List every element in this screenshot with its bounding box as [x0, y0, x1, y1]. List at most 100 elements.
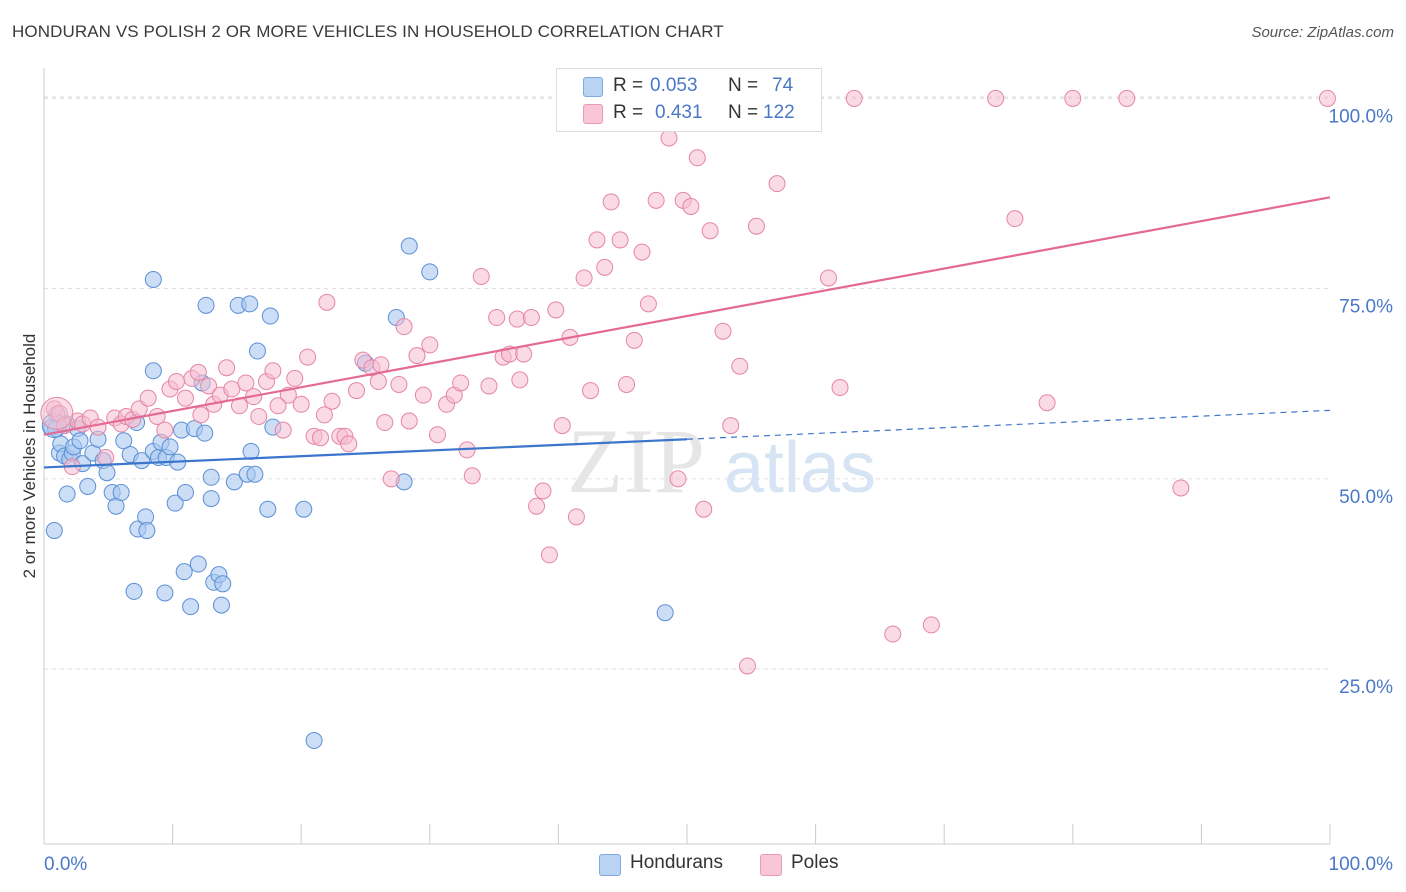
pole-point	[237, 374, 255, 392]
pole-point	[522, 309, 540, 327]
pole-point	[1038, 394, 1056, 412]
pole-point	[315, 406, 333, 424]
y-tick-label: 50.0%	[1339, 487, 1393, 508]
pole-point	[97, 449, 115, 467]
pole-point	[376, 414, 394, 432]
pole-point	[508, 310, 526, 328]
honduran-point	[112, 484, 130, 502]
honduran-point	[202, 490, 220, 508]
honduran-point	[144, 362, 162, 380]
y-tick-label: 100.0%	[1329, 106, 1394, 127]
pole-points	[40, 89, 1336, 675]
pole-point	[922, 616, 940, 634]
honduran-point	[176, 484, 194, 502]
honduran-trend-extension	[686, 409, 1331, 440]
honduran-point	[421, 263, 439, 281]
honduran-legend-swatch	[599, 854, 621, 876]
pole-point	[596, 258, 614, 276]
pole-point	[1318, 89, 1336, 107]
pole-point	[747, 217, 765, 235]
pole-point	[987, 89, 1005, 107]
honduran-point	[241, 295, 259, 313]
x-tick-label-max: 100.0%	[1329, 854, 1394, 875]
pole-point	[488, 309, 506, 327]
stats-legend: R = 0.053 N = 74 R = 0.431 N = 122	[556, 68, 822, 132]
pole-point	[688, 149, 706, 167]
pole-point	[323, 392, 341, 410]
pole-point	[695, 500, 713, 518]
honduran-point	[161, 438, 179, 456]
pole-point	[714, 322, 732, 340]
pole-point	[218, 359, 236, 377]
x-tick-label-min: 0.0%	[44, 854, 87, 875]
pole-point	[547, 301, 565, 319]
pole-point	[553, 417, 571, 435]
pole-point-cluster	[40, 396, 74, 430]
pole-point	[682, 197, 700, 215]
legend-r-value: 0.431	[655, 102, 703, 123]
honduran-trend-line	[43, 438, 688, 469]
legend-n-label: N =	[728, 75, 759, 96]
pole-point	[1118, 89, 1136, 107]
pole-point	[1006, 210, 1024, 228]
honduran-point	[71, 432, 89, 450]
pole-point	[89, 418, 107, 436]
watermark-zip: ZIP	[567, 410, 705, 512]
pole-point	[669, 470, 687, 488]
y-axis-label: 2 or more Vehicles in Household	[20, 333, 39, 579]
honduran-swatch	[583, 77, 603, 97]
pole-point	[347, 382, 365, 400]
pole-point	[269, 397, 287, 415]
pole-point	[395, 318, 413, 336]
pole-point	[831, 379, 849, 397]
pole-swatch	[583, 104, 603, 124]
honduran-point	[259, 500, 277, 518]
legend-r-label: R =	[613, 102, 644, 123]
pole-point	[472, 267, 490, 285]
pole-point	[611, 231, 629, 249]
source-credit: Source: ZipAtlas.com	[1251, 24, 1394, 41]
honduran-point	[197, 296, 215, 314]
pole-point	[223, 380, 241, 398]
honduran-point	[166, 494, 184, 512]
honduran-point	[305, 732, 323, 750]
legend-hondurans-label: Hondurans	[630, 852, 723, 873]
chart-title: HONDURAN VS POLISH 2 OR MORE VEHICLES IN…	[12, 22, 724, 41]
honduran-point	[202, 468, 220, 486]
tick-labels: 25.0% 50.0% 75.0% 100.0% 0.0% 100.0%	[44, 106, 1393, 875]
honduran-point	[248, 342, 266, 360]
pole-point	[382, 470, 400, 488]
honduran-point	[58, 485, 76, 503]
honduran-point	[138, 522, 156, 540]
pole-point	[167, 372, 185, 390]
honduran-point	[295, 500, 313, 518]
pole-point	[139, 389, 157, 407]
pole-point	[647, 191, 665, 209]
pole-point	[200, 377, 218, 395]
pole-point	[369, 372, 387, 390]
honduran-point	[225, 473, 243, 491]
honduran-point	[214, 575, 232, 593]
pole-point	[722, 417, 740, 435]
honduran-point	[144, 270, 162, 288]
pole-point	[250, 407, 268, 425]
axes	[43, 68, 1331, 845]
pole-point	[286, 369, 304, 387]
honduran-point	[182, 598, 200, 616]
pole-point	[156, 421, 174, 439]
legend-r-label: R =	[613, 75, 644, 96]
pole-point	[421, 336, 439, 354]
pole-point	[582, 382, 600, 400]
pole-point	[390, 375, 408, 393]
pole-point	[738, 657, 756, 675]
honduran-point	[156, 584, 174, 602]
pole-point	[192, 406, 210, 424]
pole-point	[274, 421, 292, 439]
pole-point	[819, 269, 837, 287]
pole-point	[299, 348, 317, 366]
pole-point	[511, 371, 529, 389]
pole-point	[534, 482, 552, 500]
pole-point	[633, 243, 651, 261]
pole-point	[515, 345, 533, 363]
honduran-point	[196, 424, 214, 442]
